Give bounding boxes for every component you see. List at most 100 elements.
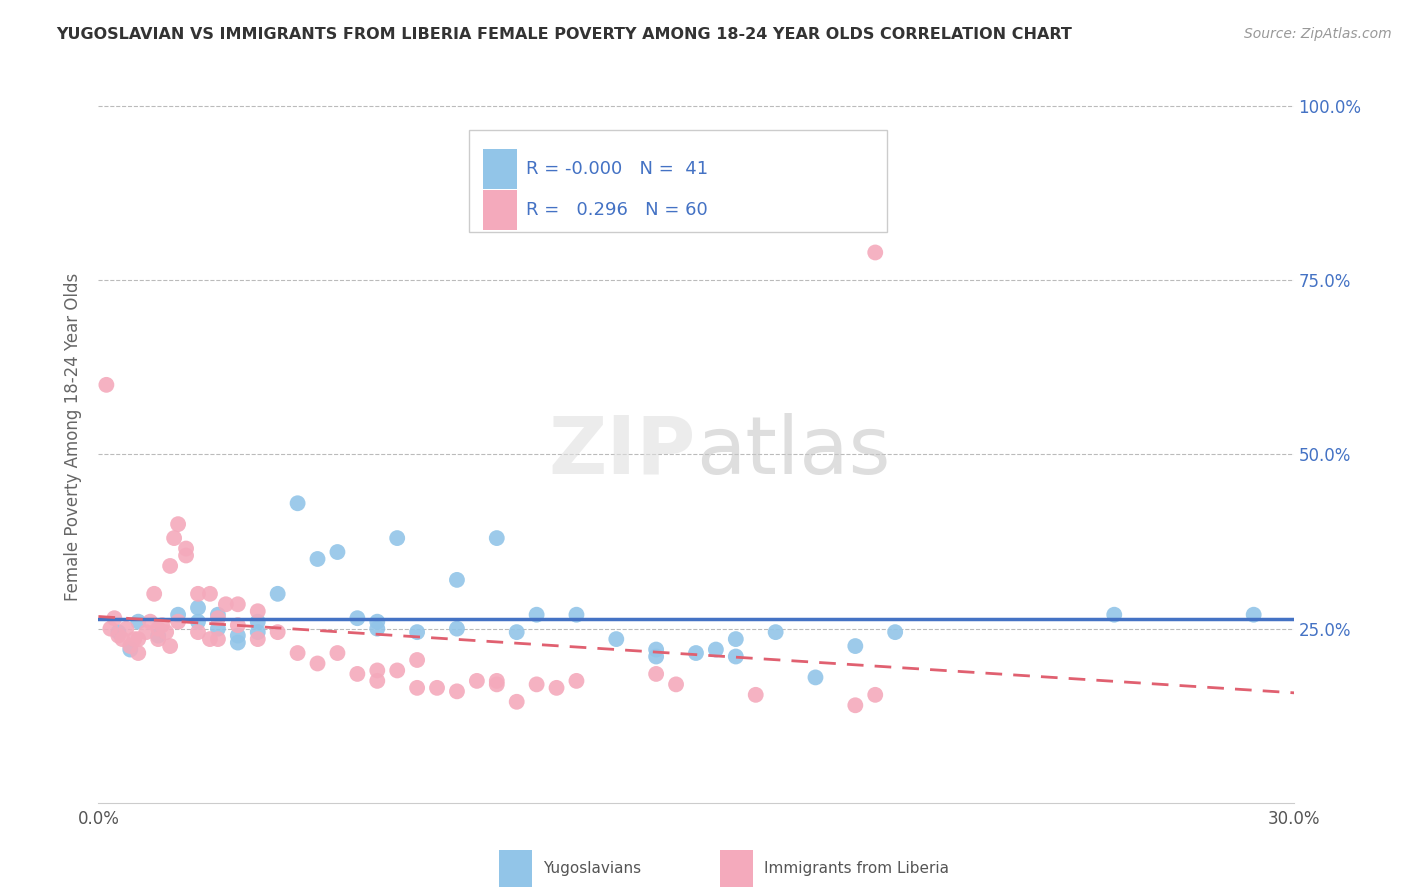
Point (127, 632, 149, 646)
Point (267, 625, 290, 640)
Point (446, 622, 468, 636)
Point (406, 625, 429, 640)
Point (366, 673, 388, 688)
Point (287, 496, 309, 510)
Point (139, 615, 162, 629)
Point (804, 670, 827, 684)
Point (167, 615, 190, 629)
Point (148, 622, 170, 636)
Point (267, 587, 290, 601)
FancyBboxPatch shape (484, 190, 517, 230)
Point (135, 625, 157, 640)
Point (326, 545, 349, 559)
Point (485, 673, 508, 688)
Point (207, 611, 229, 625)
Point (307, 657, 329, 671)
Text: atlas: atlas (696, 413, 890, 491)
Point (287, 646, 309, 660)
Point (565, 673, 588, 688)
Point (207, 632, 229, 646)
Point (426, 681, 449, 695)
Point (645, 667, 668, 681)
Point (1243, 607, 1265, 622)
Point (187, 600, 209, 615)
Point (111, 632, 134, 646)
Point (198, 587, 221, 601)
Point (485, 677, 508, 691)
Point (246, 625, 269, 640)
Point (765, 625, 787, 640)
Point (366, 622, 388, 636)
Point (187, 625, 209, 640)
Point (366, 664, 388, 678)
Point (385, 531, 409, 545)
Point (645, 642, 668, 657)
Point (148, 629, 170, 643)
Point (1104, 607, 1126, 622)
Point (226, 618, 249, 632)
Point (107, 629, 129, 643)
Point (406, 653, 429, 667)
Point (98, 622, 122, 636)
Point (159, 639, 181, 653)
Point (844, 639, 866, 653)
Point (120, 639, 142, 653)
Text: YUGOSLAVIAN VS IMMIGRANTS FROM LIBERIA FEMALE POVERTY AMONG 18-24 YEAR OLDS CORR: YUGOSLAVIAN VS IMMIGRANTS FROM LIBERIA F… (56, 27, 1073, 42)
Point (103, 611, 125, 625)
Point (724, 649, 747, 664)
Point (645, 649, 668, 664)
Point (96, 377, 118, 392)
Point (187, 587, 209, 601)
Point (120, 642, 142, 657)
Y-axis label: Female Poverty Among 18-24 Year Olds: Female Poverty Among 18-24 Year Olds (63, 273, 82, 601)
Point (685, 646, 707, 660)
Point (226, 597, 249, 611)
Point (155, 625, 177, 640)
Point (326, 646, 349, 660)
Point (526, 677, 548, 691)
Point (127, 646, 149, 660)
FancyBboxPatch shape (720, 850, 754, 887)
FancyBboxPatch shape (499, 850, 533, 887)
FancyBboxPatch shape (484, 149, 517, 189)
Point (366, 615, 388, 629)
Text: Source: ZipAtlas.com: Source: ZipAtlas.com (1244, 27, 1392, 41)
Point (226, 629, 249, 643)
Point (465, 673, 488, 688)
Point (526, 607, 548, 622)
Point (565, 607, 588, 622)
Point (446, 573, 468, 587)
Text: R = -0.000   N =  41: R = -0.000 N = 41 (526, 160, 709, 178)
Point (127, 615, 149, 629)
Point (174, 541, 197, 556)
Point (215, 597, 238, 611)
Point (150, 618, 173, 632)
Point (546, 681, 568, 695)
Text: Yugoslavians: Yugoslavians (543, 861, 641, 876)
Point (198, 632, 221, 646)
Text: R =   0.296   N = 60: R = 0.296 N = 60 (526, 201, 709, 219)
Point (143, 587, 166, 601)
Point (207, 607, 229, 622)
Point (148, 632, 170, 646)
Point (865, 688, 887, 702)
Point (485, 531, 508, 545)
Point (406, 681, 429, 695)
Point (346, 667, 368, 681)
Point (506, 695, 529, 709)
Point (207, 622, 229, 636)
Point (246, 615, 269, 629)
Point (665, 677, 688, 691)
Point (124, 632, 146, 646)
Point (246, 604, 269, 618)
Point (163, 531, 186, 545)
Point (246, 632, 269, 646)
Point (446, 684, 468, 698)
Point (385, 664, 409, 678)
Point (745, 688, 768, 702)
Point (159, 558, 181, 573)
Point (844, 698, 866, 713)
Point (307, 552, 329, 566)
Point (704, 642, 727, 657)
Point (167, 607, 190, 622)
